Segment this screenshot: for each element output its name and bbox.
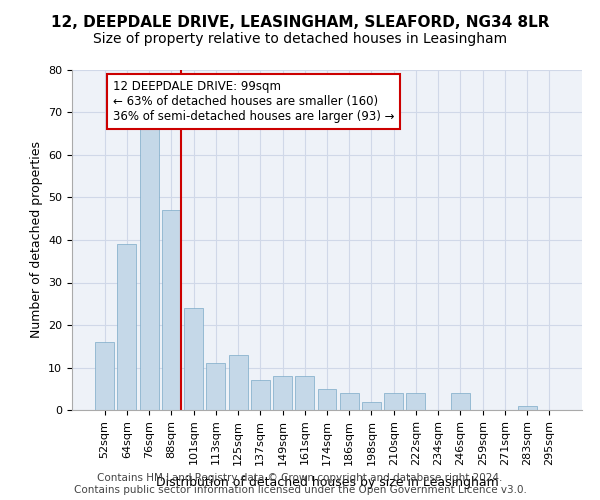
Bar: [451, 393, 470, 410]
Text: Contains HM Land Registry data © Crown copyright and database right 2024.
Contai: Contains HM Land Registry data © Crown c…: [74, 474, 526, 495]
Bar: [162, 210, 181, 410]
Bar: [140, 130, 158, 410]
Bar: [229, 355, 248, 410]
Bar: [184, 308, 203, 410]
Text: 12 DEEPDALE DRIVE: 99sqm
← 63% of detached houses are smaller (160)
36% of semi-: 12 DEEPDALE DRIVE: 99sqm ← 63% of detach…: [113, 80, 394, 123]
Bar: [251, 380, 270, 410]
Text: 12, DEEPDALE DRIVE, LEASINGHAM, SLEAFORD, NG34 8LR: 12, DEEPDALE DRIVE, LEASINGHAM, SLEAFORD…: [51, 15, 549, 30]
Bar: [118, 244, 136, 410]
Bar: [317, 389, 337, 410]
X-axis label: Distribution of detached houses by size in Leasingham: Distribution of detached houses by size …: [155, 476, 499, 489]
Text: Size of property relative to detached houses in Leasingham: Size of property relative to detached ho…: [93, 32, 507, 46]
Bar: [362, 402, 381, 410]
Bar: [518, 406, 536, 410]
Bar: [406, 393, 425, 410]
Bar: [295, 376, 314, 410]
Bar: [95, 342, 114, 410]
Bar: [273, 376, 292, 410]
Y-axis label: Number of detached properties: Number of detached properties: [29, 142, 43, 338]
Bar: [384, 393, 403, 410]
Bar: [206, 363, 225, 410]
Bar: [340, 393, 359, 410]
